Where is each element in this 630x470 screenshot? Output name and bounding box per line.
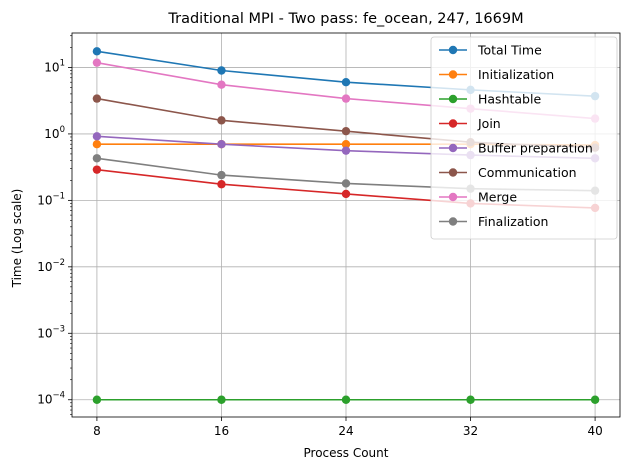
y-axis-label: Time (Log scale) [10, 189, 24, 289]
data-point [92, 58, 102, 67]
legend-item: Initialization [439, 67, 554, 82]
data-point [217, 170, 226, 180]
y-tick-label: 10−3 [37, 324, 65, 340]
legend-item: Hashtable [439, 92, 541, 107]
data-point [92, 94, 102, 103]
x-tick-label: 8 [93, 424, 101, 438]
data-point [92, 47, 102, 56]
legend-label: Merge [478, 190, 517, 205]
data-point [217, 180, 226, 189]
legend-swatch-marker [448, 217, 458, 226]
legend-item: Total Time [439, 43, 542, 58]
legend-label: Total Time [477, 43, 542, 58]
data-point [217, 395, 226, 404]
x-tick-label: 32 [463, 424, 478, 438]
data-point [217, 116, 226, 125]
legend-label: Join [477, 116, 501, 131]
data-point [341, 146, 351, 155]
legend: Total Time Initialization Hashtable Join Buf… [430, 36, 618, 240]
legend-label: Buffer preparation [478, 141, 593, 156]
data-point [341, 78, 351, 87]
data-point [217, 66, 226, 75]
legend-swatch-marker [448, 143, 458, 153]
y-tick-label: 10−4 [37, 391, 65, 407]
x-axis-label: Process Count [304, 446, 389, 460]
y-tick-label: 100 [44, 125, 65, 141]
legend-swatch-marker [448, 192, 458, 202]
legend-swatch-marker [448, 168, 458, 177]
data-point [92, 395, 102, 404]
legend-label: Initialization [478, 67, 554, 82]
data-point [341, 140, 351, 149]
x-tick-label: 24 [338, 424, 353, 438]
data-point [217, 140, 226, 149]
legend-swatch-marker [448, 119, 458, 128]
y-tick-label: 101 [44, 58, 65, 74]
data-point [341, 179, 351, 188]
legend-item: Join [439, 116, 501, 131]
chart-title: Traditional MPI - Two pass: fe_ocean, 24… [167, 11, 523, 27]
data-point [92, 165, 102, 174]
data-point [217, 80, 226, 89]
series-hashtable [92, 395, 600, 404]
data-point [92, 154, 102, 163]
x-tick-label: 16 [214, 424, 229, 438]
legend-swatch-marker [448, 45, 458, 55]
data-point [341, 126, 351, 136]
data-point [341, 94, 351, 103]
legend-item: Communication [439, 165, 577, 180]
x-tick-label: 40 [587, 424, 602, 438]
y-tick-label: 10−2 [37, 258, 65, 274]
data-point [92, 132, 102, 141]
legend-label: Communication [478, 165, 577, 180]
y-tick-label: 10−1 [37, 191, 65, 207]
legend-item: Merge [439, 190, 517, 205]
legend-label: Finalization [478, 214, 548, 229]
data-point [466, 395, 475, 404]
y-axis-ticks: 10−4 10−3 10−2 10−1 100 101 [37, 35, 72, 415]
data-point [92, 140, 102, 149]
data-point [590, 395, 600, 404]
data-point [341, 189, 351, 199]
legend-item: Finalization [439, 214, 548, 229]
legend-swatch-marker [448, 94, 458, 104]
legend-box [430, 36, 618, 240]
legend-item: Buffer preparation [439, 141, 593, 156]
x-axis-ticks: 8 16 24 32 40 [93, 417, 603, 438]
data-point [341, 395, 351, 404]
legend-label: Hashtable [478, 92, 541, 107]
legend-swatch-marker [448, 70, 458, 79]
